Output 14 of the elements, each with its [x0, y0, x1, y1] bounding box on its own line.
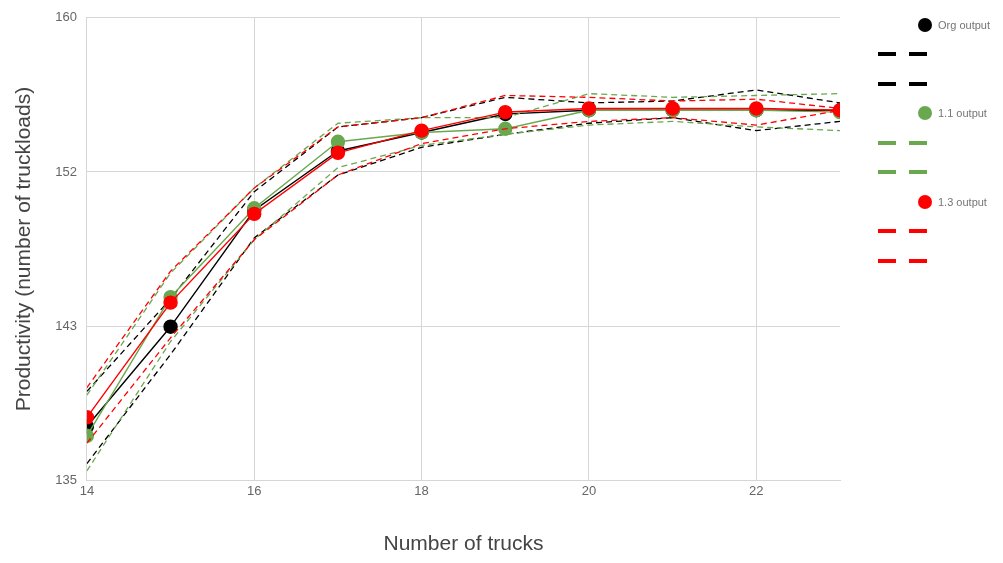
x-axis-title: Number of trucks [383, 531, 544, 555]
y-tick-label: 160 [55, 9, 77, 25]
y-tick-label: 152 [55, 163, 77, 179]
x-tick-label: 18 [414, 482, 429, 498]
x-tick-label: 14 [79, 482, 95, 498]
y-axis-title: Productivity (number of truckloads) [11, 86, 35, 412]
legend-label: 1.3 output [938, 195, 987, 208]
legend-label: 1.1 output [938, 107, 987, 120]
x-tick-label: 20 [581, 482, 597, 498]
x-tick-label: 16 [247, 482, 262, 498]
y-tick-label: 135 [55, 471, 77, 487]
y-tick-label: 143 [55, 317, 77, 333]
x-tick-label: 22 [749, 482, 764, 498]
legend-label: Org output [938, 18, 990, 31]
